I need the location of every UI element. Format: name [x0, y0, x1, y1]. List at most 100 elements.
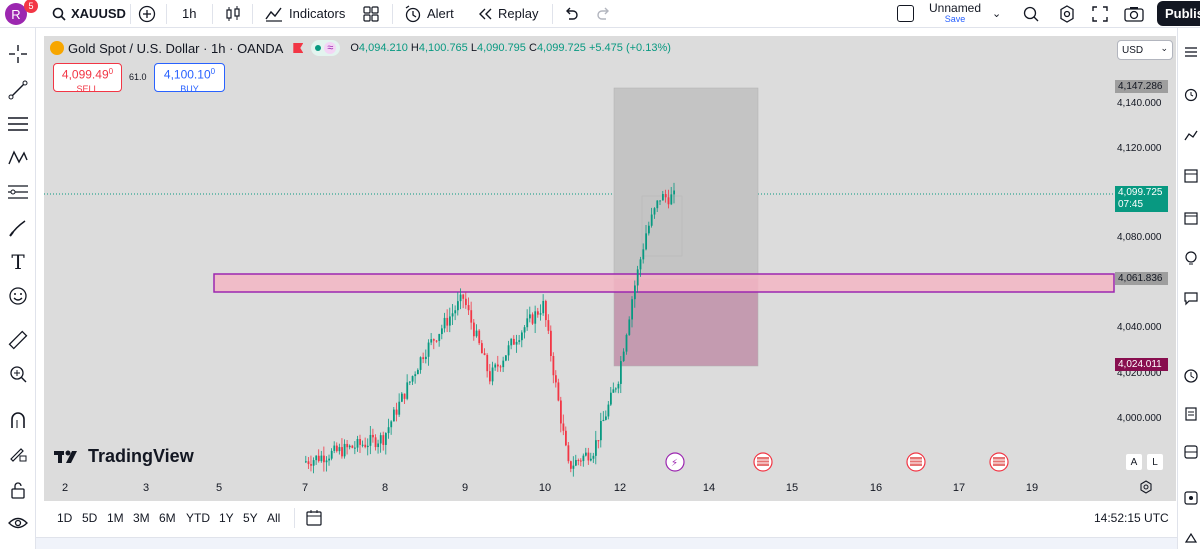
lock-drawings-tool[interactable] — [6, 442, 30, 466]
flag-icon[interactable] — [293, 43, 304, 53]
calendar-icon[interactable] — [1183, 210, 1199, 226]
visibility-tool[interactable] — [6, 511, 30, 535]
watchlist-icon[interactable] — [1183, 44, 1199, 60]
candle-up — [518, 340, 521, 342]
divider — [252, 4, 253, 24]
supply-demand-zone[interactable] — [213, 273, 1115, 293]
range-ytd[interactable]: YTD — [186, 511, 210, 525]
candle-up — [457, 301, 459, 311]
candle-up — [662, 194, 664, 201]
chart-type-button[interactable] — [224, 0, 242, 27]
range-3m[interactable]: 3M — [133, 511, 150, 525]
us-event-marker-2[interactable] — [906, 452, 926, 472]
svg-text:⚡: ⚡ — [671, 458, 678, 469]
dividend-marker[interactable]: ⚡ — [665, 452, 685, 472]
snapshot-button[interactable] — [1124, 0, 1144, 27]
candle-up — [401, 393, 403, 402]
fib-tool[interactable] — [6, 180, 30, 204]
text-tool[interactable]: T — [6, 250, 30, 274]
settings-button[interactable] — [1058, 0, 1076, 27]
time-tick: 2 — [61, 482, 69, 494]
tradingview-logo[interactable]: TradingView — [54, 446, 194, 467]
range-all[interactable]: All — [267, 511, 281, 525]
range-1m[interactable]: 1M — [107, 511, 124, 525]
alerts-icon[interactable] — [1183, 86, 1199, 102]
clock[interactable]: 14:52:15 UTC — [1094, 511, 1169, 525]
smiley-icon — [9, 287, 27, 305]
notes-icon[interactable] — [1183, 406, 1199, 422]
ruler-tool[interactable] — [6, 328, 30, 352]
alert-label: Alert — [427, 6, 454, 21]
help-icon[interactable] — [1183, 490, 1199, 506]
zoom-tool[interactable] — [6, 362, 30, 386]
candle-down — [478, 330, 481, 344]
auto-scale-button[interactable]: A — [1126, 454, 1142, 470]
layout-selector[interactable]: Unnamed Save ⌄ — [897, 0, 1001, 27]
candle-up — [622, 351, 625, 362]
sell-button[interactable]: 4,099.490 SELL — [53, 63, 122, 94]
candle-up — [656, 200, 659, 209]
chat-icon[interactable] — [1183, 290, 1199, 306]
market-status-badge[interactable]: ≈ — [311, 40, 341, 56]
candle-down — [545, 300, 547, 321]
range-6m[interactable]: 6M — [159, 511, 176, 525]
candle-up — [419, 357, 422, 370]
user-avatar[interactable]: R — [5, 3, 27, 25]
divider — [166, 4, 167, 24]
alert-button[interactable]: Alert — [404, 0, 454, 27]
chevron-down-icon: ⌄ — [1160, 43, 1168, 53]
publish-button[interactable]: Publis — [1157, 1, 1200, 26]
data-window-icon[interactable] — [1183, 128, 1199, 144]
lock-tool[interactable] — [6, 478, 30, 502]
chart-pane[interactable]: ⚡ Gold Spot / U.S. Dollar · 1h · OANDA ≈… — [44, 36, 1176, 501]
candle-down — [351, 445, 354, 448]
symbol-search[interactable]: XAUUSD — [52, 0, 126, 27]
pattern-tool[interactable] — [6, 146, 30, 170]
redo-button[interactable] — [596, 0, 612, 27]
indicators-button[interactable]: Indicators — [264, 0, 345, 27]
range-1y[interactable]: 1Y — [219, 511, 234, 525]
candle-up — [411, 376, 414, 382]
candle-down — [395, 409, 398, 415]
candle-up — [315, 455, 318, 461]
range-5y[interactable]: 5Y — [243, 511, 258, 525]
fullscreen-button[interactable] — [1092, 0, 1108, 27]
date-range-icon[interactable] — [305, 509, 323, 527]
range-5d[interactable]: 5D — [82, 511, 98, 525]
chart-canvas[interactable]: ⚡ — [44, 36, 1176, 501]
currency-select[interactable]: USD ⌄ — [1117, 40, 1173, 60]
quick-search-button[interactable] — [1022, 0, 1040, 27]
undo-button[interactable] — [563, 0, 579, 27]
emoji-tool[interactable] — [6, 284, 30, 308]
range-1d[interactable]: 1D — [57, 511, 73, 525]
templates-button[interactable] — [362, 0, 380, 27]
current-price-tag: 4,099.725 07:45 — [1115, 186, 1168, 212]
time-axis-settings-icon[interactable] — [1139, 480, 1153, 494]
help-circle-icon[interactable] — [1183, 530, 1199, 546]
log-scale-button[interactable]: L — [1147, 454, 1163, 470]
horizontal-lines-tool[interactable] — [6, 112, 30, 136]
candle-down — [382, 435, 385, 445]
candle-down — [481, 343, 483, 354]
fullscreen-icon — [1092, 5, 1108, 22]
price-tick: 4,080.000 — [1117, 232, 1162, 243]
layers-icon[interactable] — [1183, 444, 1199, 460]
position-target-zone[interactable] — [613, 87, 759, 280]
hotlist-icon[interactable] — [1183, 168, 1199, 184]
replay-button[interactable]: Replay — [477, 0, 538, 27]
buy-button[interactable]: 4,100.100 BUY — [154, 63, 225, 94]
candle-down — [467, 305, 470, 311]
interval-button[interactable]: 1h — [182, 0, 196, 27]
brush-tool[interactable] — [6, 216, 30, 240]
position-top-price-tag: 4,147.286 — [1115, 80, 1168, 93]
candle-up — [377, 443, 380, 448]
crosshair-tool[interactable] — [6, 42, 30, 66]
compare-button[interactable] — [138, 0, 156, 27]
trend-line-tool[interactable] — [6, 78, 30, 102]
clock-icon[interactable] — [1183, 368, 1199, 384]
notification-badge: 5 — [24, 0, 38, 13]
ideas-icon[interactable] — [1183, 250, 1199, 266]
us-event-marker-3[interactable] — [989, 452, 1009, 472]
magnet-tool[interactable] — [6, 408, 30, 432]
us-event-marker-1[interactable] — [753, 452, 773, 472]
